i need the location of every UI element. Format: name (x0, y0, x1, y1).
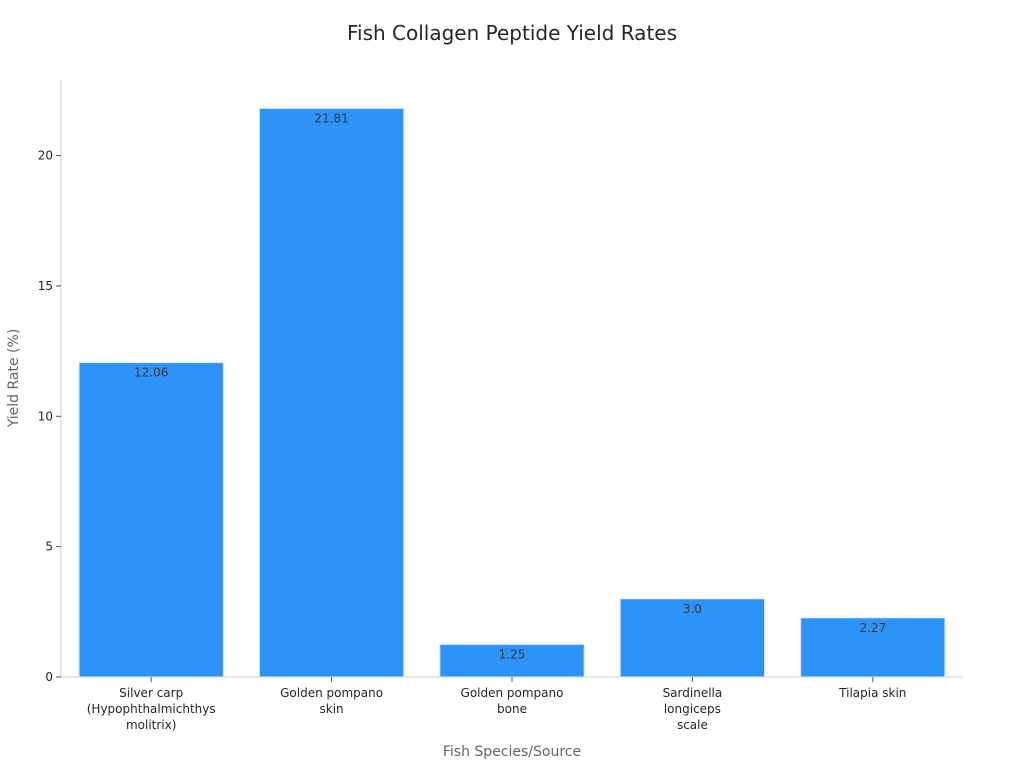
y-tick-label: 5 (45, 540, 53, 554)
data-label: 3.0 (683, 602, 702, 616)
y-axis-label: Yield Rate (%) (6, 329, 22, 429)
x-tick-label: (Hypophthalmichthys (87, 702, 216, 716)
plot-area: 0 5 10 15 20 12.06 Silver carp (Hypophthalmicht… (38, 80, 963, 732)
x-tick-label: longiceps (664, 702, 721, 716)
x-tick-label: skin (320, 702, 344, 716)
bar (258, 107, 405, 678)
data-label: 2.27 (859, 621, 886, 635)
x-tick-label: Silver carp (119, 686, 183, 700)
y-tick-label: 20 (38, 149, 53, 163)
x-tick-label: Sardinella (663, 686, 723, 700)
data-label: 21.81 (314, 111, 348, 125)
x-tick-label: molitrix) (126, 718, 176, 732)
x-tick-label: bone (497, 702, 527, 716)
bar (619, 598, 766, 678)
y-tick-label: 0 (45, 670, 53, 684)
bar (800, 617, 946, 678)
x-tick-label: Tilapia skin (838, 686, 906, 700)
x-axis-label: Fish Species/Source (443, 744, 581, 760)
data-label: 1.25 (499, 647, 526, 661)
y-tick-label: 10 (38, 409, 53, 423)
x-tick-label: scale (677, 718, 708, 732)
data-label: 12.06 (134, 366, 168, 380)
chart-title: Fish Collagen Peptide Yield Rates (347, 21, 677, 45)
bar (78, 362, 224, 678)
y-tick-label: 15 (38, 279, 53, 293)
bar (439, 643, 585, 678)
x-tick-label: Golden pompano (461, 686, 564, 700)
x-tick-label: Golden pompano (280, 686, 383, 700)
